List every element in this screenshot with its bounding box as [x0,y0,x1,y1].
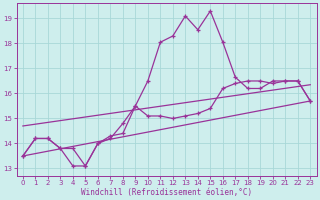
X-axis label: Windchill (Refroidissement éolien,°C): Windchill (Refroidissement éolien,°C) [81,188,252,197]
